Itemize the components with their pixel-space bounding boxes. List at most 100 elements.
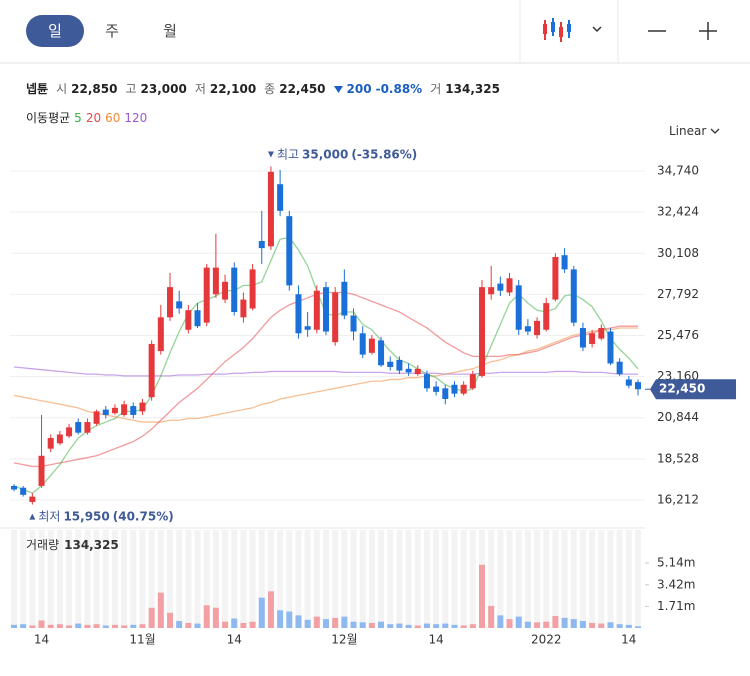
column-guide: [506, 530, 513, 628]
candle-body: [203, 267, 210, 323]
y-tick-label: 20,844: [657, 410, 699, 424]
volume-last: 134,325: [64, 538, 119, 552]
column-guide: [38, 530, 45, 628]
candle-body: [258, 240, 265, 249]
candle-body: [212, 267, 219, 295]
candle-body: [38, 455, 45, 486]
column-guide: [194, 530, 201, 628]
marker-name: 최저: [38, 509, 60, 523]
candle-body: [93, 411, 100, 424]
column-guide: [20, 530, 27, 628]
volume-bar: [75, 623, 82, 628]
column-guide: [414, 530, 421, 628]
dropdown-icon[interactable]: [592, 26, 602, 33]
label: 시: [56, 82, 68, 96]
column-guide: [579, 530, 586, 628]
column-guide: [176, 530, 183, 628]
volume-bar: [277, 610, 284, 628]
volume-bar: [607, 622, 614, 628]
marker-arrow: [267, 151, 274, 158]
candle-body: [433, 386, 440, 392]
candle-body: [75, 422, 82, 433]
column-guide: [433, 530, 440, 628]
volume-bar: [258, 597, 265, 628]
candle-body: [84, 422, 91, 433]
toolbar: [0, 0, 750, 64]
column-guide: [543, 530, 550, 628]
x-tick-label: 14: [428, 633, 443, 647]
volume-bar: [497, 615, 504, 628]
ma-line: [13, 327, 638, 423]
volume-bar: [93, 624, 100, 628]
y-tick-label: 3.42m: [657, 577, 695, 591]
column-guide: [524, 530, 531, 628]
change: 200: [346, 81, 372, 96]
down-arrow: [333, 85, 343, 93]
volume-bar: [295, 615, 302, 628]
tab[interactable]: 월: [163, 22, 177, 40]
candle-body: [323, 287, 329, 332]
column-guide: [460, 530, 467, 628]
volume-bar: [176, 621, 183, 628]
column-guide: [148, 530, 155, 628]
candle-body: [515, 285, 522, 330]
candle-body: [497, 283, 504, 291]
chart-type-button[interactable]: [543, 18, 571, 42]
candle-body: [185, 310, 192, 330]
candle-body: [286, 216, 293, 286]
label: 고: [125, 82, 137, 96]
candle-body: [387, 361, 394, 368]
high: 23,000: [140, 81, 187, 96]
column-guide: [295, 530, 302, 628]
marker-value: 35,000: [302, 147, 348, 161]
zoom-in[interactable]: [699, 22, 717, 40]
tab[interactable]: 일: [26, 15, 84, 47]
column-guide: [47, 530, 54, 628]
candle-body: [488, 287, 495, 295]
candle-body: [378, 340, 385, 366]
candle-body: [607, 331, 614, 364]
volume-bar: [56, 624, 63, 628]
candle-body: [111, 407, 118, 414]
ma-legend: 이동평균 5 20 60 120: [26, 109, 147, 126]
y-tick-label: 30,108: [657, 246, 699, 260]
candle-body: [231, 267, 238, 312]
volume-bar: [414, 625, 421, 628]
column-guide: [350, 530, 357, 628]
column-guide: [277, 530, 284, 628]
marker-change: (-35.86%): [351, 147, 417, 161]
candle-body: [277, 184, 284, 211]
candle-body: [506, 278, 513, 293]
close: 22,450: [279, 81, 326, 96]
scale-selector[interactable]: Linear: [669, 124, 720, 138]
tab[interactable]: 주: [105, 22, 119, 40]
volume-bar: [20, 624, 27, 628]
volume-bar: [423, 623, 430, 628]
stock-name: 넵튠: [26, 82, 49, 96]
column-guide: [304, 530, 311, 628]
candle-body: [47, 438, 54, 449]
column-guide: [212, 530, 219, 628]
volume-bar: [460, 625, 467, 628]
volume-bar: [323, 619, 329, 628]
candle-body: [451, 384, 458, 394]
label: 저: [194, 82, 206, 96]
column-guide: [84, 530, 91, 628]
last-price-box: [650, 379, 736, 400]
candle-body: [194, 310, 201, 327]
column-guide: [167, 530, 173, 628]
y-tick-label: 34,740: [657, 164, 699, 178]
column-guide: [625, 530, 632, 628]
candle-body: [561, 255, 568, 270]
candle-body: [332, 292, 339, 343]
candle-body: [102, 409, 109, 415]
ma-title: 이동평균: [26, 111, 71, 125]
legend-entry: 5: [74, 110, 82, 125]
volume-bar: [625, 624, 632, 628]
x-tick-label: 12월: [331, 633, 357, 647]
candle-body: [460, 384, 467, 394]
column-guide: [11, 530, 17, 628]
volume-bar: [341, 616, 348, 628]
label: 종: [264, 82, 276, 96]
candle-body: [222, 281, 229, 300]
